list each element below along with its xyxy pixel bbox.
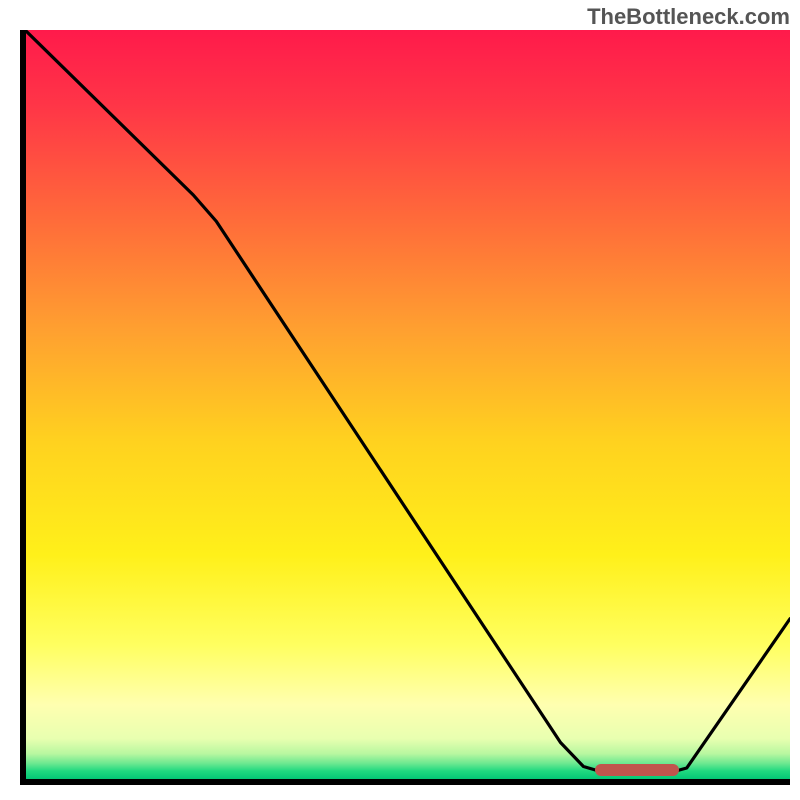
axis-left xyxy=(20,30,26,785)
curve-layer xyxy=(25,30,790,780)
curve-path xyxy=(25,30,790,773)
bottleneck-marker xyxy=(595,764,679,776)
chart-container: TheBottleneck.com xyxy=(0,0,800,800)
plot-area xyxy=(25,30,790,780)
watermark-text: TheBottleneck.com xyxy=(587,4,790,30)
axis-bottom xyxy=(20,779,790,785)
